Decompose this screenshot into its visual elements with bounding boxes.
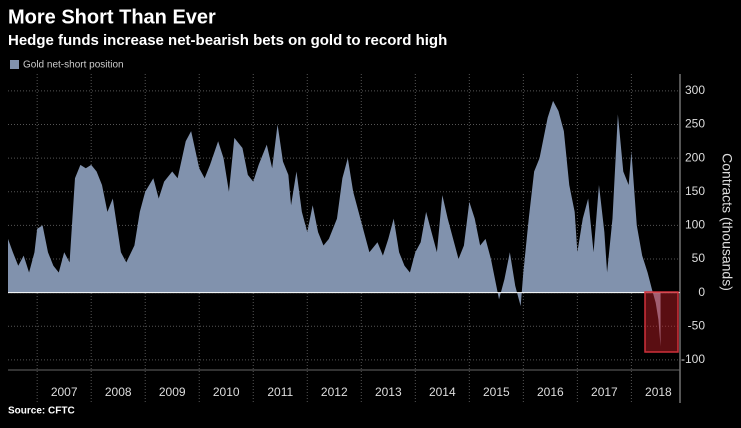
legend-swatch bbox=[10, 60, 19, 69]
x-tick-label: 2013 bbox=[375, 385, 402, 399]
y-tick-label: 100 bbox=[685, 218, 705, 232]
chart-title: More Short Than Ever bbox=[8, 6, 216, 28]
y-tick-label: 150 bbox=[685, 184, 705, 198]
x-tick-label: 2018 bbox=[645, 385, 672, 399]
x-tick-label: 2015 bbox=[483, 385, 510, 399]
y-tick-label: 300 bbox=[685, 83, 705, 97]
x-tick-label: 2009 bbox=[159, 385, 186, 399]
x-tick-label: 2016 bbox=[537, 385, 564, 399]
y-tick-label: 0 bbox=[698, 285, 705, 299]
y-tick-label: 250 bbox=[685, 117, 705, 131]
x-tick-label: 2012 bbox=[321, 385, 348, 399]
x-tick-label: 2011 bbox=[267, 385, 293, 399]
x-tick-label: 2017 bbox=[591, 385, 618, 399]
x-tick-label: 2014 bbox=[429, 385, 456, 399]
source: Source: CFTC bbox=[8, 406, 75, 417]
highlight-box bbox=[644, 291, 679, 353]
area bbox=[8, 100, 661, 347]
y-tick-label: 50 bbox=[692, 251, 706, 265]
y-tick-label: -50 bbox=[688, 318, 706, 332]
x-tick-label: 2010 bbox=[213, 385, 240, 399]
y-tick-label: -100 bbox=[681, 352, 705, 366]
x-tick-label: 2007 bbox=[51, 385, 78, 399]
legend-label: Gold net-short position bbox=[23, 60, 124, 71]
y-axis-title: Contracts (thousands) bbox=[719, 153, 735, 291]
chart-subtitle: Hedge funds increase net-bearish bets on… bbox=[8, 32, 447, 49]
x-tick-label: 2008 bbox=[105, 385, 132, 399]
y-tick-label: 200 bbox=[685, 150, 705, 164]
